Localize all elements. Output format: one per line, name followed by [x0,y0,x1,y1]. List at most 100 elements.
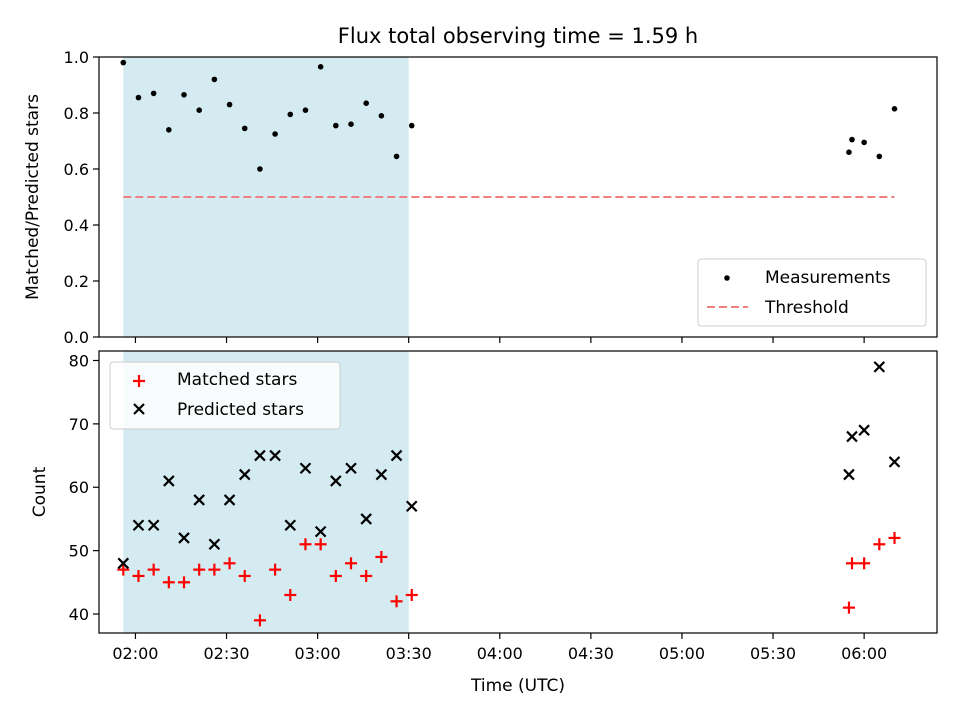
predicted-stars-point [254,449,266,462]
predicted-stars-point [846,430,858,443]
measurement-point [150,90,157,97]
legend-measurements-label: Measurements [765,268,891,288]
predicted-stars-point [284,519,297,532]
measurement-point [393,153,400,160]
matched-stars-point [132,569,145,582]
x-tick-label: 03:30 [386,644,432,663]
y-tick-label: 50 [69,542,89,561]
y-tick-label: 0.6 [64,160,89,179]
predicted-stars-point [330,475,342,487]
bottom-legend: Matched stars Predicted stars [109,361,341,430]
measurement-point [135,94,142,101]
matched-stars-point [284,588,297,601]
measurement-point [378,113,385,119]
predicted-stars-point [405,500,418,513]
matched-stars-point [375,550,388,563]
legend-predicted-label: Predicted stars [177,400,304,420]
measurement-point [876,153,883,160]
y-tick-label: 0.0 [64,328,89,347]
predicted-stars-point [208,538,221,551]
matched-stars-point [329,569,342,582]
y-tick-label: 1.0 [64,48,89,67]
measurement-point [348,121,354,127]
x-tick-label: 03:00 [295,644,341,663]
predicted-stars-point [299,462,312,475]
predicted-stars-point [314,525,327,538]
matched-stars-point [269,563,282,576]
bottom-y-axis: 40 50 60 70 80 [69,352,99,624]
measurement-point [166,127,172,133]
measurement-point [211,76,218,83]
measurement-point [849,136,855,143]
matched-stars-point [178,576,191,589]
matched-stars-point [360,569,373,582]
matched-stars-point [223,557,236,570]
matched-stars-point [299,538,312,551]
measurement-point [317,64,324,70]
top-x-axis [134,337,865,343]
bottom-legend-box [109,361,341,430]
x-tick-label: 04:30 [568,644,614,663]
y-tick-label: 0.8 [64,104,89,123]
predicted-stars-point [147,519,160,532]
x-tick-label: 05:30 [750,644,796,663]
x-tick-label: 06:00 [841,644,887,663]
matched-stars-point [845,557,858,570]
matched-stars-point [842,601,855,614]
top-legend-box [697,258,927,327]
matched-stars-point [193,563,206,576]
matched-stars-point [238,569,251,582]
matched-stars-point [208,563,221,576]
chart-title: Flux total observing time = 1.59 h [338,24,698,48]
matched-stars-point [253,614,266,627]
legend-measurements-marker [724,275,730,281]
predicted-stars-point [390,449,403,462]
bottom-x-axis: 02:00 02:30 03:00 03:30 04:00 04:30 05:00 05:30… [112,633,887,663]
legend-predicted-marker [133,403,145,415]
measurement-point [861,139,867,146]
measurement-point [257,166,263,172]
predicted-stars-point [843,468,855,481]
legend-matched-marker [133,375,145,387]
x-axis-label: Time (UTC) [470,676,565,696]
matched-stars-point [314,538,327,551]
x-tick-label: 02:00 [112,644,158,663]
measurement-point [181,92,187,98]
predicted-stars-point [132,519,145,532]
matched-stars-point [147,563,160,576]
predicted-stars-point [345,462,357,475]
measurement-point [408,122,415,129]
measurement-point [363,100,369,106]
measurement-point [891,106,898,112]
legend-matched-label: Matched stars [177,370,297,390]
predicted-stars-point [858,424,870,436]
matched-stars-point [873,538,886,551]
predicted-stars-point [178,532,190,544]
measurement-point [846,149,852,155]
top-y-axis: 0.0 0.2 0.4 0.6 0.8 1.0 [64,48,99,347]
measurement-point [241,125,248,132]
top-shaded-region [123,57,409,337]
measurement-point [333,122,339,129]
bottom-panel-counts: 40 50 60 70 80 02:00 02:30 03:00 03:30 04:00 04:3… [30,350,938,696]
matched-stars-point [390,595,403,608]
measurement-point [196,107,202,113]
matched-stars-point [858,557,871,570]
predicted-stars-point [223,494,236,506]
matched-stars-point [162,576,175,589]
x-tick-label: 04:00 [477,644,523,663]
measurement-points [120,59,898,172]
legend-threshold-label: Threshold [764,298,849,318]
y-tick-label: 60 [69,478,89,497]
measurement-point [226,101,233,108]
y-tick-label: 0.2 [64,272,89,291]
matched-stars-point [405,588,418,601]
count-points [117,361,901,627]
top-axes-frame [98,56,938,338]
measurement-point [287,111,294,118]
y-tick-label: 0.4 [64,216,89,235]
predicted-stars-point [193,494,205,506]
predicted-stars-point [238,468,251,481]
predicted-stars-point [873,361,886,373]
